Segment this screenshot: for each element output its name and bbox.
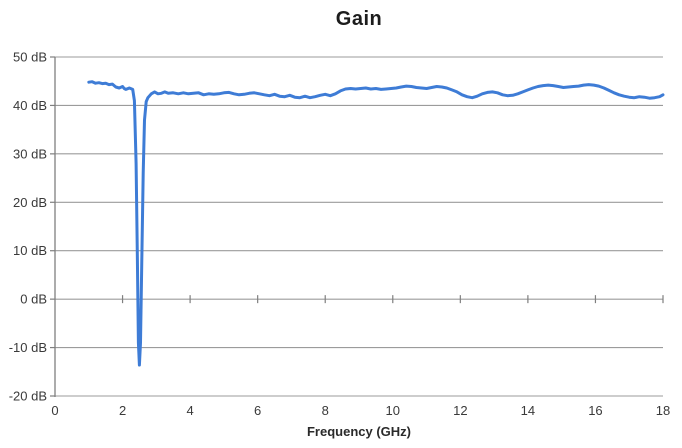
y-tick-label: 10 dB: [13, 243, 47, 258]
x-tick-label: 0: [51, 403, 58, 418]
x-tick-label: 14: [521, 403, 535, 418]
y-tick-label: 0 dB: [20, 292, 47, 307]
y-tick-label: 50 dB: [13, 50, 47, 65]
y-tick-label: -20 dB: [9, 389, 47, 404]
x-tick-label: 4: [186, 403, 193, 418]
x-axis-title: Frequency (GHz): [306, 424, 411, 439]
x-tick-label: 10: [386, 403, 400, 418]
y-tick-label: -10 dB: [9, 340, 47, 355]
x-tick-label: 6: [254, 403, 261, 418]
x-tick-label: 8: [322, 403, 329, 418]
x-tick-label: 18: [656, 403, 670, 418]
x-tick-label: 12: [453, 403, 467, 418]
y-tick-label: 30 dB: [13, 146, 47, 161]
y-tick-label: 20 dB: [13, 195, 47, 210]
y-tick-label: 40 dB: [13, 98, 47, 113]
chart-title: Gain: [335, 8, 383, 30]
x-tick-label: 16: [588, 403, 602, 418]
x-tick-label: 2: [119, 403, 126, 418]
gain-line: [87, 80, 665, 367]
